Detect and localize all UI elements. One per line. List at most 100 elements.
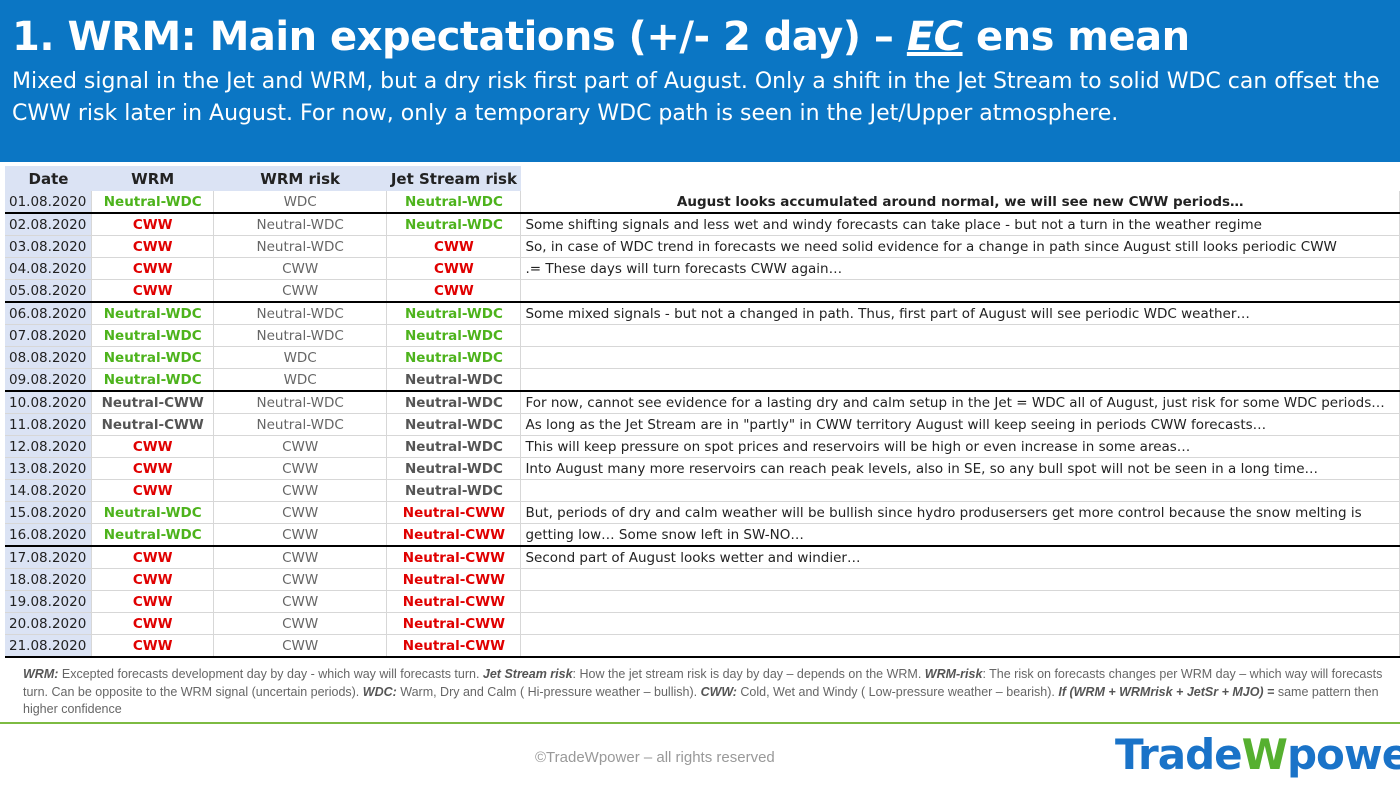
cell-wrm: CWW: [91, 235, 214, 258]
cell-note: [520, 612, 1400, 635]
table-row: 20.08.2020 CWW CWW Neutral-CWW: [5, 612, 1400, 635]
table-row: 13.08.2020 CWW CWW Neutral-WDC Into August m…: [5, 457, 1400, 480]
cell-jet-risk: CWW: [386, 235, 522, 258]
cell-jet-risk: Neutral-WDC: [386, 368, 522, 392]
cell-note: August looks accumulated around normal, …: [520, 191, 1400, 214]
title-main: 1. WRM: Main expectations (+/- 2 day) –: [12, 14, 907, 60]
cell-wrm-risk: CWW: [213, 634, 388, 658]
cell-date: 09.08.2020: [5, 368, 93, 392]
cell-jet-risk: Neutral-WDC: [386, 324, 522, 347]
cell-wrm: CWW: [91, 279, 214, 303]
cell-wrm-risk: CWW: [213, 501, 388, 524]
cell-jet-risk: Neutral-WDC: [386, 213, 522, 236]
footer-divider: [0, 722, 1400, 724]
forecast-table: Date WRM WRM risk Jet Stream risk 01.08.…: [5, 166, 1400, 658]
cell-note: [520, 346, 1400, 369]
table-row: 06.08.2020 Neutral-WDC Neutral-WDC Neutral-…: [5, 302, 1400, 325]
cell-jet-risk: Neutral-WDC: [386, 457, 522, 480]
cell-date: 05.08.2020: [5, 279, 93, 303]
cell-jet-risk: Neutral-WDC: [386, 479, 522, 502]
table-row: 01.08.2020 Neutral-WDC WDC Neutral-WDC Augus…: [5, 191, 1400, 214]
table-row: 02.08.2020 CWW Neutral-WDC Neutral-WDC Some …: [5, 213, 1400, 236]
col-header-wrm: WRM: [91, 166, 214, 191]
cell-wrm: CWW: [91, 213, 214, 236]
cell-date: 02.08.2020: [5, 213, 93, 236]
cell-jet-risk: Neutral-WDC: [386, 302, 522, 325]
legend-cww-label: CWW:: [700, 684, 737, 699]
cell-wrm: CWW: [91, 479, 214, 502]
cell-jet-risk: Neutral-WDC: [386, 346, 522, 369]
cell-date: 07.08.2020: [5, 324, 93, 347]
legend-jet-text: : How the jet stream risk is day by day …: [572, 667, 925, 681]
col-header-notes: [520, 166, 1400, 191]
cell-note: getting low… Some snow left in SW-NO…: [520, 523, 1400, 547]
legend-if-text: same pattern then higher confidence: [23, 684, 1379, 717]
cell-note: [520, 324, 1400, 347]
table-row: 15.08.2020 Neutral-WDC CWW Neutral-CWW But, …: [5, 501, 1400, 524]
cell-date: 08.08.2020: [5, 346, 93, 369]
legend-if-label: If (WRM + WRMrisk + JetSr + MJO) =: [1058, 684, 1275, 699]
table-row: 10.08.2020 Neutral-CWW Neutral-WDC Neutral-…: [5, 391, 1400, 414]
cell-wrm-risk: CWW: [213, 479, 388, 502]
cell-jet-risk: Neutral-WDC: [386, 435, 522, 458]
cell-date: 14.08.2020: [5, 479, 93, 502]
cell-note: [520, 568, 1400, 591]
legend-jet-label: Jet Stream risk: [482, 667, 573, 681]
cell-wrm: Neutral-CWW: [91, 391, 214, 414]
cell-jet-risk: Neutral-CWW: [386, 634, 522, 658]
cell-wrm: Neutral-WDC: [91, 324, 214, 347]
copyright-text: ©TradeWpower – all rights reserved: [535, 749, 775, 766]
cell-wrm: CWW: [91, 457, 214, 480]
table-row: 14.08.2020 CWW CWW Neutral-WDC: [5, 479, 1400, 502]
cell-wrm-risk: WDC: [213, 368, 388, 392]
cell-jet-risk: Neutral-CWW: [386, 546, 522, 569]
cell-wrm: CWW: [91, 546, 214, 569]
legend-cww-text: Cold, Wet and Windy ( Low-pressure weath…: [736, 684, 1059, 699]
cell-wrm-risk: Neutral-WDC: [213, 235, 388, 258]
cell-note: For now, cannot see evidence for a lasti…: [520, 391, 1400, 414]
cell-wrm: CWW: [91, 568, 214, 591]
legend-text: WRM: Excepted forecasts development day …: [23, 666, 1383, 719]
header-banner: 1. WRM: Main expectations (+/- 2 day) – …: [0, 0, 1400, 162]
table-row: 11.08.2020 Neutral-CWW Neutral-WDC Neutral-…: [5, 413, 1400, 436]
cell-note: .= These days will turn forecasts CWW ag…: [520, 257, 1400, 280]
cell-note: So, in case of WDC trend in forecasts we…: [520, 235, 1400, 258]
cell-wrm-risk: CWW: [213, 568, 388, 591]
table-row: 03.08.2020 CWW Neutral-WDC CWW So, in case o…: [5, 235, 1400, 258]
cell-date: 18.08.2020: [5, 568, 93, 591]
table-row: 08.08.2020 Neutral-WDC WDC Neutral-WDC: [5, 346, 1400, 369]
table-row: 04.08.2020 CWW CWW CWW .= These days will tu…: [5, 257, 1400, 280]
cell-wrm-risk: WDC: [213, 346, 388, 369]
cell-wrm-risk: CWW: [213, 279, 388, 303]
cell-date: 06.08.2020: [5, 302, 93, 325]
cell-jet-risk: Neutral-CWW: [386, 590, 522, 613]
title-ec: EC: [906, 14, 963, 60]
cell-date: 20.08.2020: [5, 612, 93, 635]
legend-wrmrisk-label: WRM-risk: [924, 667, 983, 681]
cell-note: But, periods of dry and calm weather wil…: [520, 501, 1400, 524]
table-header-row: Date WRM WRM risk Jet Stream risk: [5, 166, 1400, 191]
cell-note: Second part of August looks wetter and w…: [520, 546, 1400, 569]
cell-date: 12.08.2020: [5, 435, 93, 458]
cell-note: [520, 279, 1400, 303]
cell-jet-risk: Neutral-WDC: [386, 413, 522, 436]
col-header-jet-risk: Jet Stream risk: [386, 166, 521, 191]
cell-jet-risk: Neutral-CWW: [386, 612, 522, 635]
cell-wrm: CWW: [91, 435, 214, 458]
cell-jet-risk: Neutral-CWW: [386, 523, 522, 547]
cell-wrm-risk: CWW: [213, 257, 388, 280]
legend-wrmrisk-text: : The risk on forecasts changes per WRM …: [23, 667, 1383, 699]
cell-wrm: Neutral-WDC: [91, 302, 214, 325]
cell-wrm: Neutral-WDC: [91, 191, 214, 214]
cell-wrm: Neutral-WDC: [91, 346, 214, 369]
cell-date: 10.08.2020: [5, 391, 93, 414]
title-rest: ens mean: [962, 14, 1190, 60]
page-title: 1. WRM: Main expectations (+/- 2 day) – …: [12, 14, 1190, 60]
cell-date: 16.08.2020: [5, 523, 93, 547]
col-header-wrm-risk: WRM risk: [213, 166, 387, 191]
legend-wdc-text: Warm, Dry and Calm ( Hi-pressure weather…: [396, 684, 701, 699]
page-subtitle: Mixed signal in the Jet and WRM, but a d…: [12, 69, 1380, 126]
table-row: 09.08.2020 Neutral-WDC WDC Neutral-WDC: [5, 368, 1400, 392]
cell-wrm-risk: Neutral-WDC: [213, 213, 388, 236]
table-row: 12.08.2020 CWW CWW Neutral-WDC This will kee…: [5, 435, 1400, 458]
